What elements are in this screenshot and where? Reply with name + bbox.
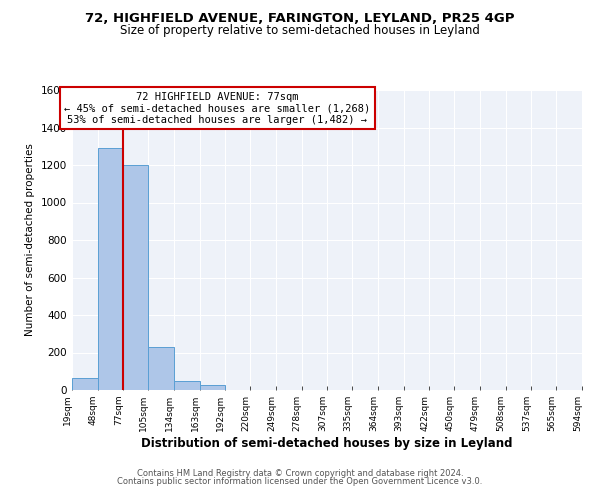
Text: 72 HIGHFIELD AVENUE: 77sqm
← 45% of semi-detached houses are smaller (1,268)
53%: 72 HIGHFIELD AVENUE: 77sqm ← 45% of semi…: [64, 92, 370, 124]
Bar: [98, 148, 124, 390]
Bar: [148, 347, 174, 390]
Text: Size of property relative to semi-detached houses in Leyland: Size of property relative to semi-detach…: [120, 24, 480, 37]
Bar: [200, 386, 226, 390]
Bar: [72, 378, 98, 390]
Bar: [124, 165, 148, 390]
Bar: [174, 380, 200, 390]
Text: Contains HM Land Registry data © Crown copyright and database right 2024.: Contains HM Land Registry data © Crown c…: [137, 468, 463, 477]
Text: Contains public sector information licensed under the Open Government Licence v3: Contains public sector information licen…: [118, 477, 482, 486]
Y-axis label: Number of semi-detached properties: Number of semi-detached properties: [25, 144, 35, 336]
Text: 72, HIGHFIELD AVENUE, FARINGTON, LEYLAND, PR25 4GP: 72, HIGHFIELD AVENUE, FARINGTON, LEYLAND…: [85, 12, 515, 26]
X-axis label: Distribution of semi-detached houses by size in Leyland: Distribution of semi-detached houses by …: [141, 437, 513, 450]
